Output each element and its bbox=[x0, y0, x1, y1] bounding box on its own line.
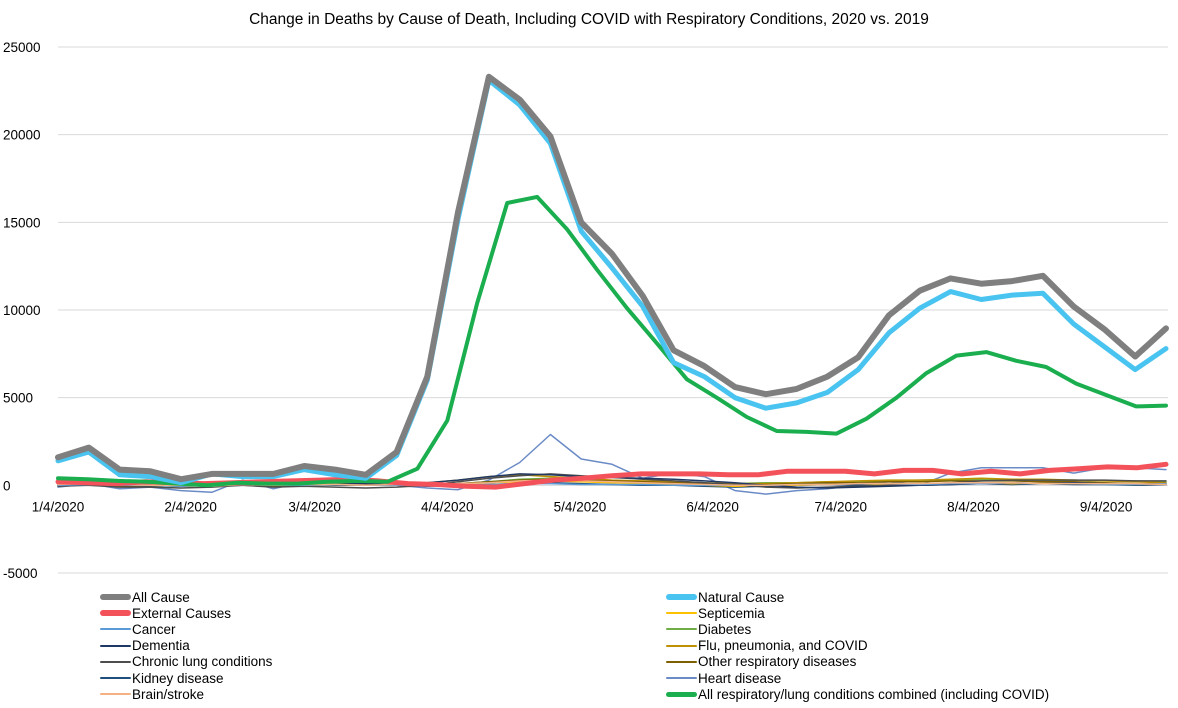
y-tick-label: 15000 bbox=[3, 215, 41, 230]
legend-label: Heart disease bbox=[698, 670, 782, 686]
legend-item: Diabetes bbox=[666, 621, 1160, 637]
legend-item: Septicemia bbox=[666, 605, 1160, 621]
legend-swatch bbox=[100, 693, 131, 696]
legend-swatch bbox=[100, 677, 131, 680]
y-tick-label: 25000 bbox=[3, 40, 41, 55]
legend-swatch bbox=[666, 628, 697, 631]
legend-swatch bbox=[666, 612, 697, 615]
legend-swatch bbox=[100, 594, 131, 601]
y-tick-label: 0 bbox=[3, 478, 11, 493]
y-tick-label: -5000 bbox=[3, 566, 38, 581]
legend-item: Kidney disease bbox=[100, 670, 666, 686]
legend-label: Chronic lung conditions bbox=[132, 654, 273, 670]
legend-label: Dementia bbox=[132, 638, 190, 654]
legend-label: Natural Cause bbox=[698, 589, 785, 605]
x-tick-label: 4/4/2020 bbox=[421, 499, 474, 514]
legend-item: Heart disease bbox=[666, 670, 1160, 686]
legend-label: All respiratory/lung conditions combined… bbox=[698, 686, 1050, 702]
legend-swatch bbox=[100, 660, 131, 663]
legend-label: External Causes bbox=[132, 605, 232, 621]
x-tick-labels: 1/4/2020 2/4/2020 3/4/2020 4/4/2020 5/4/2020… bbox=[32, 499, 1133, 514]
y-tick-label: 20000 bbox=[3, 128, 41, 143]
x-tick-label: 7/4/2020 bbox=[815, 499, 868, 514]
legend-label: Flu, pneumonia, and COVID bbox=[698, 638, 868, 654]
legend-item: Other respiratory diseases bbox=[666, 654, 1160, 670]
x-tick-label: 2/4/2020 bbox=[164, 499, 217, 514]
x-tick-label: 3/4/2020 bbox=[288, 499, 341, 514]
x-tick-label: 1/4/2020 bbox=[32, 499, 85, 514]
legend-label: Kidney disease bbox=[132, 670, 224, 686]
legend-swatch bbox=[666, 594, 697, 601]
legend-item: Dementia bbox=[100, 638, 666, 654]
legend-swatch bbox=[666, 660, 697, 663]
series-line bbox=[55, 73, 1169, 483]
legend-item: All Cause bbox=[100, 589, 666, 605]
legend-label: Septicemia bbox=[698, 605, 765, 621]
x-tick-label: 6/4/2020 bbox=[686, 499, 739, 514]
legend-label: Brain/stroke bbox=[132, 686, 205, 702]
legend-label: Other respiratory diseases bbox=[698, 654, 857, 670]
y-tick-label: 10000 bbox=[3, 303, 41, 318]
x-tick-label: 9/4/2020 bbox=[1080, 499, 1133, 514]
legend-label: Diabetes bbox=[698, 621, 752, 637]
legend-item: External Causes bbox=[100, 605, 666, 621]
legend-label: All Cause bbox=[132, 589, 190, 605]
series-line bbox=[56, 194, 1168, 488]
legend-item: All respiratory/lung conditions combined… bbox=[666, 686, 1160, 702]
chart-title: Change in Deaths by Cause of Death, Incl… bbox=[249, 11, 929, 28]
gridlines bbox=[58, 46, 1168, 574]
legend-swatch bbox=[100, 644, 131, 647]
legend-label: Cancer bbox=[132, 621, 176, 637]
legend-item: Cancer bbox=[100, 621, 666, 637]
legend-item: Flu, pneumonia, and COVID bbox=[666, 638, 1160, 654]
legend-item: Chronic lung conditions bbox=[100, 654, 666, 670]
legend-swatch bbox=[100, 628, 131, 631]
x-tick-label: 5/4/2020 bbox=[554, 499, 607, 514]
legend-item: Brain/stroke bbox=[100, 686, 666, 702]
legend-swatch bbox=[100, 610, 131, 617]
legend: All Cause Natural Cause External Causes Sep… bbox=[100, 589, 1160, 707]
legend-item: Natural Cause bbox=[666, 589, 1160, 605]
series-lines bbox=[55, 73, 1169, 495]
legend-swatch bbox=[666, 691, 697, 697]
y-tick-label: 5000 bbox=[3, 391, 33, 406]
x-tick-label: 8/4/2020 bbox=[947, 499, 1000, 514]
legend-swatch bbox=[666, 644, 697, 647]
legend-swatch bbox=[666, 677, 697, 680]
